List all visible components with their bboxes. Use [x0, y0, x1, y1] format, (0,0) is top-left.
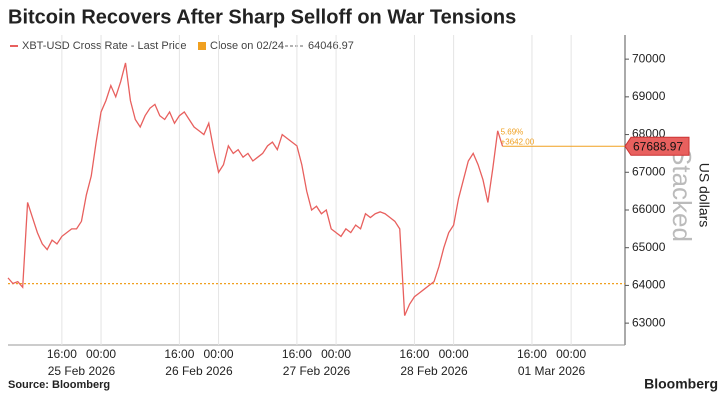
last-price-box	[624, 136, 690, 156]
grid	[61, 35, 572, 345]
annotation: +3642.00	[501, 137, 535, 146]
y-tick-label: 67000	[632, 164, 666, 178]
legend-label: XBT-USD Cross Rate - Last Price	[22, 40, 186, 52]
x-tick-label: 00:00	[86, 347, 116, 361]
x-date-label: 27 Feb 2026	[283, 364, 351, 378]
x-tick-label: 16:00	[164, 347, 194, 361]
price-line	[7, 62, 504, 316]
y-tick-label: 63000	[632, 315, 666, 329]
legend-value: 64046.97	[308, 40, 354, 52]
y-tick-label: 64000	[632, 278, 666, 292]
x-tick-label: 00:00	[556, 347, 586, 361]
x-tick-label: 00:00	[204, 347, 234, 361]
watermark: Stacked	[667, 148, 697, 242]
x-tick-label: 16:00	[282, 347, 312, 361]
y-tick-label: 66000	[632, 202, 666, 216]
x-date-label: 28 Feb 2026	[400, 364, 468, 378]
x-tick-label: 16:00	[517, 347, 547, 361]
annotation: 5.69%	[501, 127, 524, 136]
x-tick-label: 00:00	[439, 347, 469, 361]
brand: Bloomberg	[644, 376, 718, 392]
legend-label: Close on 02/24	[210, 40, 284, 52]
x-date-label: 01 Mar 2026	[518, 364, 586, 378]
y-tick-label: 70000	[632, 51, 666, 65]
x-tick-label: 16:00	[47, 347, 77, 361]
x-date-label: 25 Feb 2026	[48, 364, 116, 378]
y-tick-label: 69000	[632, 89, 666, 103]
x-tick-label: 16:00	[399, 347, 429, 361]
x-date-label: 26 Feb 2026	[165, 364, 233, 378]
last-price-label: 67688.97	[633, 139, 683, 153]
y-axis-label: US dollars	[696, 163, 712, 228]
legend-icon	[198, 42, 206, 50]
chart-title: Bitcoin Recovers After Sharp Selloff on …	[8, 6, 516, 28]
y-tick-label: 65000	[632, 240, 666, 254]
source: Source: Bloomberg	[8, 379, 110, 391]
x-tick-label: 00:00	[321, 347, 351, 361]
